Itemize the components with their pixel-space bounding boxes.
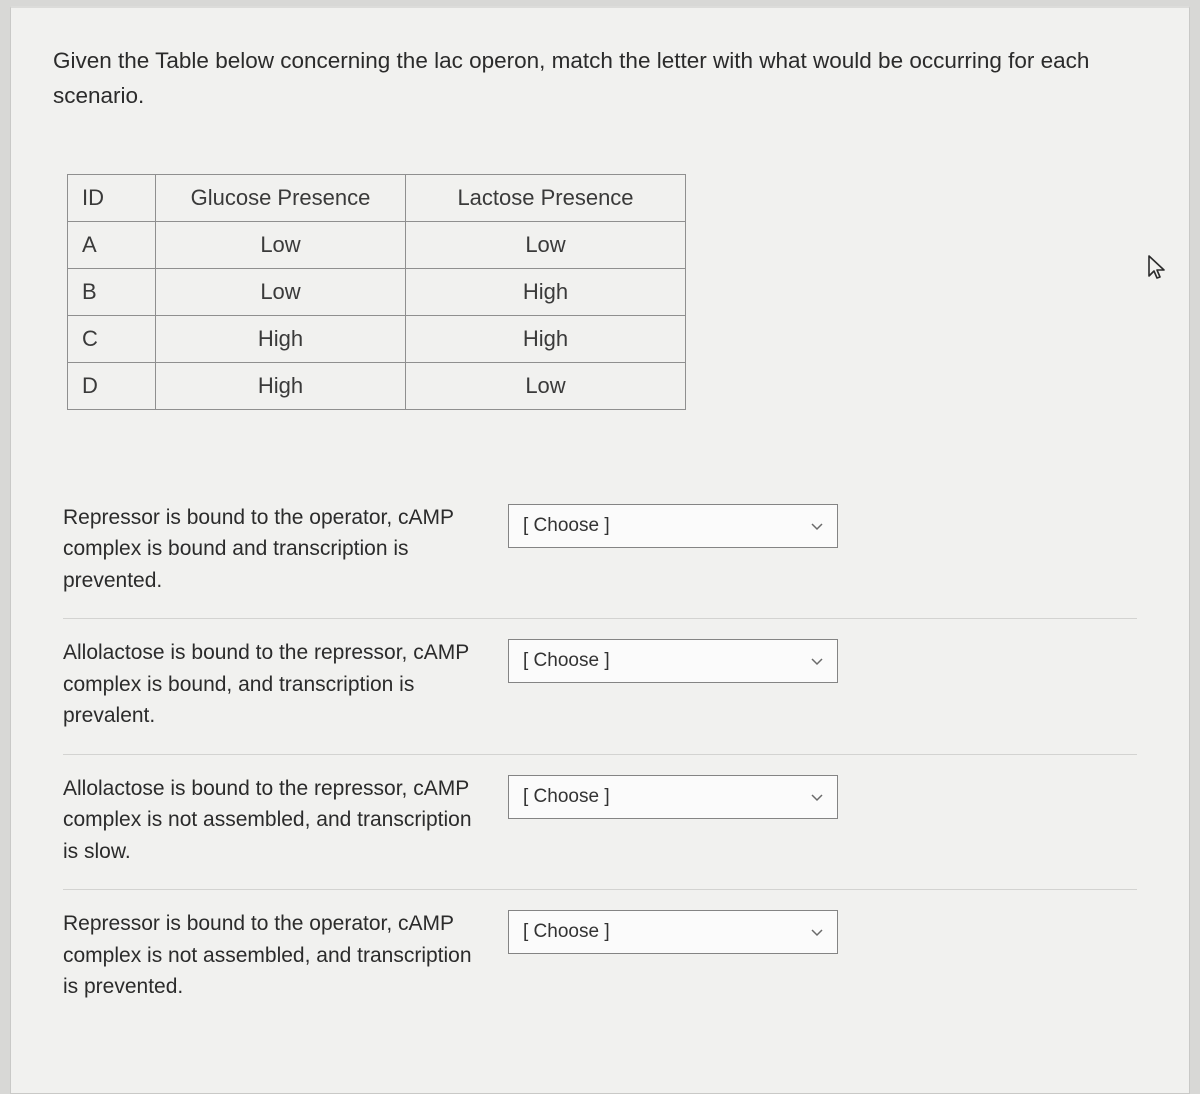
answer-select[interactable]: [ Choose ] [508,910,838,954]
cell-lactose: High [406,268,686,315]
scenario-table: ID Glucose Presence Lactose Presence A L… [67,174,686,410]
cursor-icon [1146,254,1168,287]
cell-id: A [68,221,156,268]
question-text: Given the Table below concerning the lac… [53,44,1147,114]
match-row: Repressor is bound to the operator, cAMP… [63,484,1137,620]
cell-lactose: Low [406,362,686,409]
select-value: [ Choose ] [523,650,610,672]
select-value: [ Choose ] [523,921,610,943]
match-prompt: Allolactose is bound to the repressor, c… [63,773,498,868]
chevron-down-icon [811,653,823,669]
cell-glucose: High [156,315,406,362]
match-prompt: Repressor is bound to the operator, cAMP… [63,908,498,1003]
cell-lactose: High [406,315,686,362]
table-row: A Low Low [68,221,686,268]
question-card: Given the Table below concerning the lac… [10,6,1190,1094]
table-row: B Low High [68,268,686,315]
match-row: Allolactose is bound to the repressor, c… [63,755,1137,891]
match-prompt: Repressor is bound to the operator, cAMP… [63,502,498,597]
match-row: Repressor is bound to the operator, cAMP… [63,890,1137,1025]
chevron-down-icon [811,789,823,805]
table-row: C High High [68,315,686,362]
chevron-down-icon [811,924,823,940]
match-list: Repressor is bound to the operator, cAMP… [63,484,1137,1025]
match-row: Allolactose is bound to the repressor, c… [63,619,1137,755]
col-header-lactose: Lactose Presence [406,174,686,221]
table-header-row: ID Glucose Presence Lactose Presence [68,174,686,221]
cell-glucose: High [156,362,406,409]
select-value: [ Choose ] [523,515,610,537]
cell-id: D [68,362,156,409]
answer-select[interactable]: [ Choose ] [508,504,838,548]
table-row: D High Low [68,362,686,409]
cell-glucose: Low [156,221,406,268]
chevron-down-icon [811,518,823,534]
match-prompt: Allolactose is bound to the repressor, c… [63,637,498,732]
cell-lactose: Low [406,221,686,268]
select-value: [ Choose ] [523,786,610,808]
col-header-id: ID [68,174,156,221]
cell-id: B [68,268,156,315]
cell-id: C [68,315,156,362]
col-header-glucose: Glucose Presence [156,174,406,221]
answer-select[interactable]: [ Choose ] [508,775,838,819]
answer-select[interactable]: [ Choose ] [508,639,838,683]
cell-glucose: Low [156,268,406,315]
